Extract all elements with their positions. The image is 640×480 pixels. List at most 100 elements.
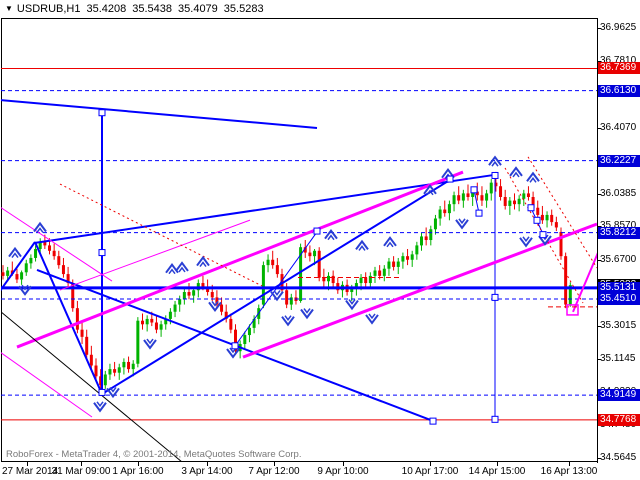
fractal-down-icon [300,308,314,320]
time-axis-tick [497,462,498,466]
candle-up [429,225,433,246]
selection-handle[interactable] [491,415,499,423]
small-line-peak[interactable] [473,189,480,214]
peak-to-low[interactable] [34,241,103,395]
price-axis-tick [597,259,601,261]
magenta-thin-upper-left[interactable] [0,207,113,282]
candle-up [420,232,423,251]
candle-down [141,313,144,330]
magenta-channel-lower[interactable] [242,222,597,359]
candle-up [182,288,186,305]
time-axis-label[interactable]: 3 Apr 14:00 [181,466,233,477]
highlighted-price-label: 35.4510 [598,293,640,305]
plot-objects[interactable] [0,67,600,462]
copyright-watermark: RoboForex - MetaTrader 4, © 2001-2014, M… [6,449,302,460]
highlighted-price-label: 34.9149 [598,389,640,402]
magenta-channel-upper[interactable] [16,170,464,349]
time-axis-label[interactable]: 9 Apr 10:00 [317,466,369,477]
selection-handle[interactable] [429,417,437,425]
ohlc-low: 35.4079 [178,3,218,15]
fractal-up-icon [509,166,523,178]
selection-handle[interactable] [313,227,321,235]
price-axis-tick [597,127,601,129]
selection-handle[interactable] [475,209,483,217]
price-axis-tick [597,60,601,62]
time-axis-label[interactable]: 27 Mar 2014 [2,466,59,477]
selection-handle[interactable] [491,293,499,301]
major-uptrend[interactable] [101,179,451,395]
candle-up [131,360,135,377]
time-axis-tick [81,462,82,466]
fractal-down-icon [281,315,295,327]
candle-down [94,358,98,382]
candle-down [187,283,191,300]
time-axis-tick [430,462,431,466]
fractal-up-icon [526,171,540,183]
magenta-pattern-box[interactable] [566,304,579,316]
selection-handle[interactable] [98,109,106,117]
time-axis-label[interactable]: 14 Apr 15:00 [468,466,526,477]
selection-handle[interactable] [491,171,499,179]
fractal-up-icon [196,255,210,267]
time-axis-label[interactable]: 31 Mar 09:00 [51,466,111,477]
candle-up [489,179,493,201]
triangle-down-icon[interactable]: ▼ [5,4,13,13]
candle-up [145,315,149,332]
fractal-down-icon [226,347,240,359]
candle-up [20,270,24,285]
candle-up [289,293,293,310]
fractal-up-icon [33,221,47,233]
candle-up [410,250,414,267]
expanding-top-line[interactable] [34,173,495,244]
candle-down [220,297,224,316]
candle-down [61,257,65,278]
candle-down [308,245,312,262]
black-descending-line[interactable] [0,311,183,462]
fractal-down-icon [18,284,32,296]
candle-down [457,186,461,205]
red-dotted-right-b[interactable] [527,156,597,269]
selection-handle[interactable] [231,342,239,350]
time-axis-label[interactable]: 16 Apr 13:00 [540,466,598,477]
red-dotted-right-a[interactable] [504,167,584,304]
magenta-steep-right[interactable] [572,248,600,313]
selection-handle[interactable] [98,249,106,257]
magenta-thin-lower-left[interactable] [0,352,93,418]
selection-handle[interactable] [98,388,106,396]
small-line-mid[interactable] [234,231,318,347]
candle-down [480,186,484,206]
ohlc-close: 35.5283 [223,3,264,15]
candle-up [299,243,303,303]
highlighted-price-label: 34.7768 [598,413,640,426]
top-descending-line[interactable] [0,99,318,129]
fractal-down-icon [365,313,379,325]
candle-down [392,256,396,271]
selection-handle[interactable] [539,231,547,239]
fractal-down-icon [208,300,222,313]
symbol-period-label: USDRUB,H1 [16,3,81,15]
left-peak-rise[interactable] [0,241,36,292]
candle-up [122,358,126,375]
fractal-down-icon [143,338,157,350]
price-axis-tick [597,359,601,361]
selection-handle[interactable] [446,175,454,183]
fractal-up-icon [324,228,338,241]
selection-handle[interactable] [533,216,541,224]
time-axis-label[interactable]: 7 Apr 12:00 [248,466,300,477]
candle-down [85,329,89,359]
time-axis-label[interactable]: 1 Apr 16:00 [112,466,164,477]
time-axis-tick [27,462,28,466]
candle-up [243,331,247,350]
candle-down [294,290,298,305]
time-axis-label[interactable]: 10 Apr 17:00 [401,466,459,477]
selection-handle[interactable] [470,186,478,194]
candle-down [466,184,470,201]
selection-handle[interactable] [527,204,535,212]
magenta-thin-parallel[interactable] [59,219,251,291]
ohlc-high: 35.5438 [132,3,173,15]
chart-plot-area[interactable] [1,18,597,462]
candle-up [447,200,451,221]
candle-down [499,179,503,201]
candle-down [443,200,447,217]
